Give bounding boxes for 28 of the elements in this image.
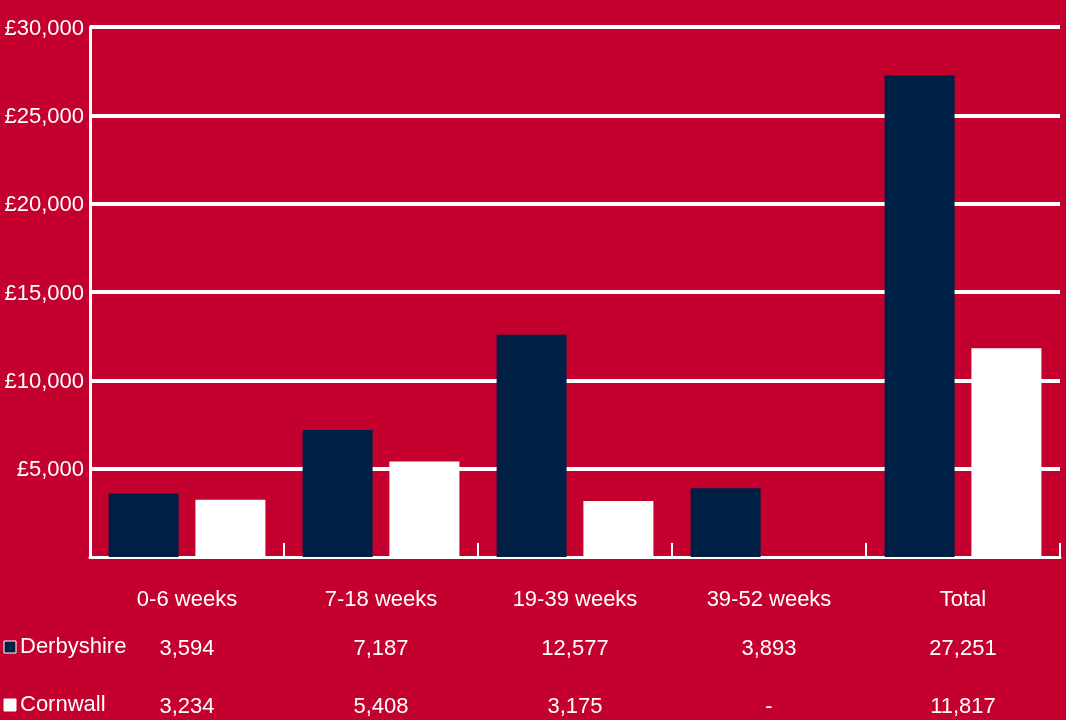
data-label: 27,251 xyxy=(929,634,997,660)
x-tick-label: 7-18 weeks xyxy=(324,585,438,611)
y-tick-label: £10,000 xyxy=(4,367,84,393)
x-tick-label: Total xyxy=(939,585,987,611)
legend-label: Cornwall xyxy=(20,690,106,716)
data-label: 12,577 xyxy=(541,634,609,660)
data-label: 11,817 xyxy=(930,692,996,718)
data-label: 7,187 xyxy=(353,634,409,660)
x-tick-label: 0-6 weeks xyxy=(136,585,238,611)
y-tick-label: £30,000 xyxy=(4,14,84,40)
bar xyxy=(302,430,373,557)
y-tick-label: £25,000 xyxy=(4,102,84,128)
data-label: 5,408 xyxy=(353,692,409,718)
text: - xyxy=(765,692,773,718)
x-tick-label: 19-39 weeks xyxy=(512,585,638,611)
data-label: 3,594 xyxy=(159,634,215,660)
legend-label: Derbyshire xyxy=(20,632,127,658)
y-tick-label: £20,000 xyxy=(4,191,84,217)
y-tick-label: £15,000 xyxy=(4,279,84,305)
data-label: 3,175 xyxy=(547,692,603,718)
x-tick-label: 39-52 weeks xyxy=(706,585,832,611)
bar xyxy=(884,75,955,557)
bar xyxy=(496,334,567,557)
bar xyxy=(690,488,761,557)
y-tick-label: £5,000 xyxy=(16,456,84,482)
data-label: 3,893 xyxy=(741,634,797,660)
data-label: 3,234 xyxy=(159,692,215,718)
bar xyxy=(108,493,179,557)
